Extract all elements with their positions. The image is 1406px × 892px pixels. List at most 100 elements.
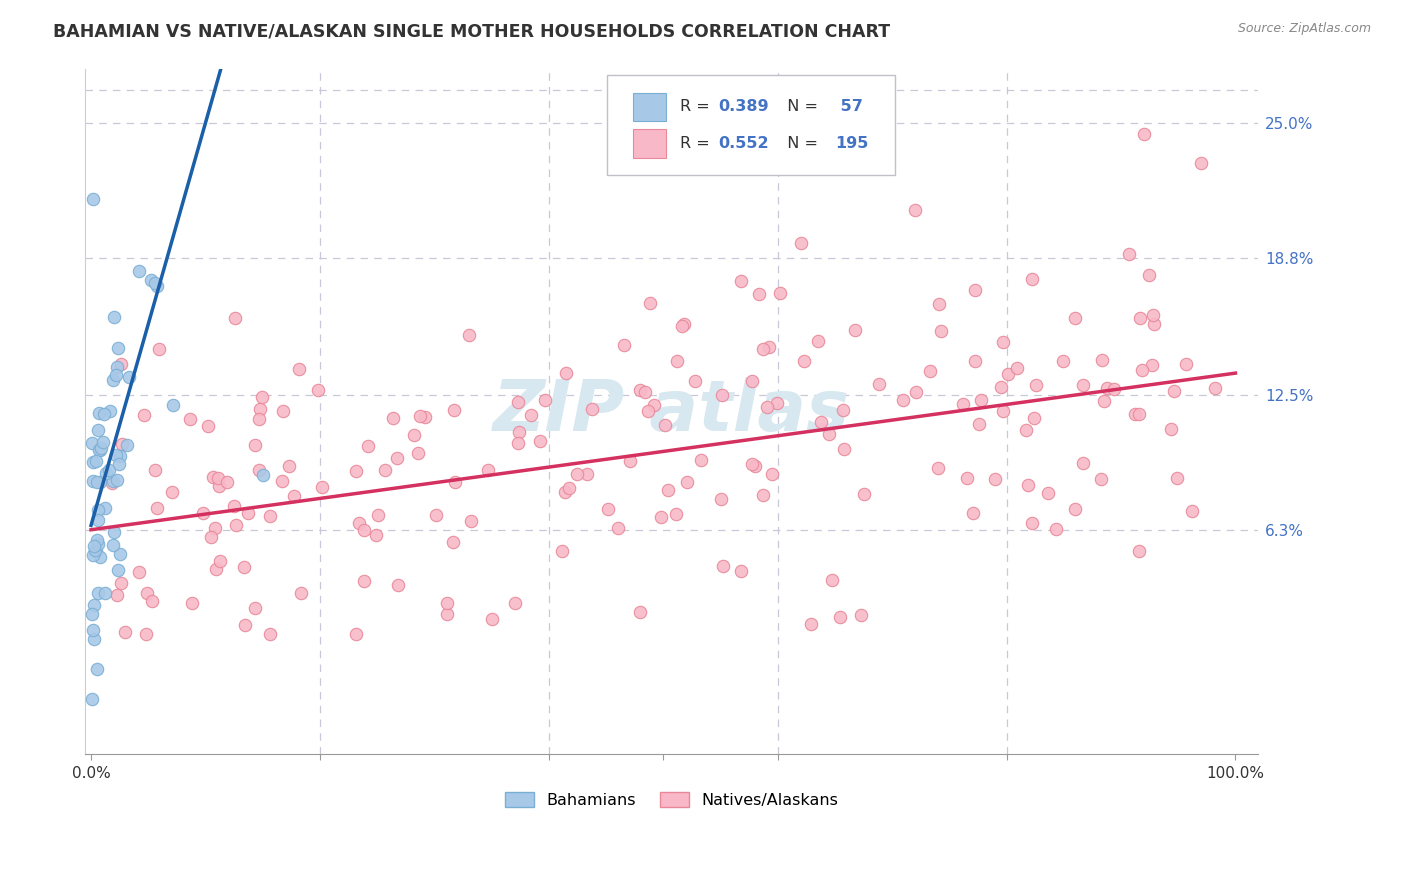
Point — [128, 565, 150, 579]
Point — [215, 475, 238, 490]
Point — [607, 521, 630, 535]
Point — [146, 279, 169, 293]
Point — [565, 467, 588, 482]
Point — [105, 368, 128, 383]
Point — [249, 402, 271, 417]
Point — [413, 409, 436, 424]
Point — [233, 560, 256, 574]
Point — [225, 517, 247, 532]
Point — [406, 446, 429, 460]
Point — [598, 502, 620, 516]
Point — [374, 463, 396, 477]
Point — [222, 499, 245, 513]
Point — [993, 403, 1015, 417]
Point — [613, 338, 636, 352]
Point — [443, 403, 465, 417]
Point — [800, 617, 823, 632]
Point — [86, 585, 108, 599]
Point — [1163, 384, 1185, 399]
Point — [344, 464, 367, 478]
Point — [82, 623, 104, 637]
Text: N =: N = — [778, 136, 824, 151]
Point — [918, 364, 941, 378]
Point — [807, 334, 830, 348]
Point — [1128, 544, 1150, 558]
Point — [118, 369, 141, 384]
Point — [259, 509, 281, 524]
Point — [1104, 382, 1126, 396]
Point — [619, 454, 641, 468]
Point — [111, 436, 134, 450]
Point — [197, 418, 219, 433]
Point — [160, 484, 183, 499]
Point — [82, 474, 104, 488]
Point — [387, 577, 409, 591]
Point — [148, 342, 170, 356]
Point — [278, 459, 301, 474]
Point — [143, 463, 166, 477]
Point — [1204, 382, 1226, 396]
Point — [1015, 423, 1038, 437]
Point — [711, 387, 734, 401]
Point — [1166, 471, 1188, 485]
Point — [752, 488, 775, 502]
Point — [506, 394, 529, 409]
Point — [243, 438, 266, 452]
Point — [93, 407, 115, 421]
Point — [769, 286, 792, 301]
Point — [105, 360, 128, 375]
Point — [114, 625, 136, 640]
Point — [208, 554, 231, 568]
Point — [928, 297, 950, 311]
Point — [108, 449, 131, 463]
Point — [353, 574, 375, 588]
Point — [135, 627, 157, 641]
Point — [1128, 407, 1150, 421]
Point — [929, 324, 952, 338]
Point — [86, 475, 108, 489]
Point — [139, 272, 162, 286]
Point — [984, 473, 1007, 487]
Point — [1142, 308, 1164, 322]
Text: 57: 57 — [835, 99, 863, 114]
Point — [1021, 516, 1043, 531]
Point — [1091, 352, 1114, 367]
Point — [307, 384, 329, 398]
Point — [110, 358, 132, 372]
Point — [200, 530, 222, 544]
Point — [204, 521, 226, 535]
Point — [844, 323, 866, 337]
Point — [1017, 478, 1039, 492]
Point — [671, 319, 693, 334]
Point — [581, 401, 603, 416]
Point — [967, 417, 990, 431]
Point — [810, 415, 832, 429]
Point — [765, 396, 787, 410]
Point — [904, 202, 927, 217]
Point — [927, 461, 949, 475]
Point — [508, 425, 530, 439]
Point — [818, 426, 841, 441]
Point — [353, 524, 375, 538]
Point — [381, 410, 404, 425]
Point — [534, 392, 557, 407]
Point — [105, 589, 128, 603]
Point — [710, 491, 733, 506]
Point — [628, 606, 651, 620]
Point — [962, 506, 984, 520]
Point — [1071, 378, 1094, 392]
Point — [576, 467, 599, 481]
Point — [89, 442, 111, 456]
Point — [956, 471, 979, 485]
Point — [657, 483, 679, 497]
Point — [247, 463, 270, 477]
Point — [1095, 381, 1118, 395]
Point — [832, 442, 855, 456]
Point — [128, 264, 150, 278]
Point — [105, 448, 128, 462]
Point — [744, 458, 766, 473]
Point — [1021, 272, 1043, 286]
Point — [238, 506, 260, 520]
Point — [108, 458, 131, 472]
Y-axis label: Single Mother Households: Single Mother Households — [0, 311, 7, 511]
